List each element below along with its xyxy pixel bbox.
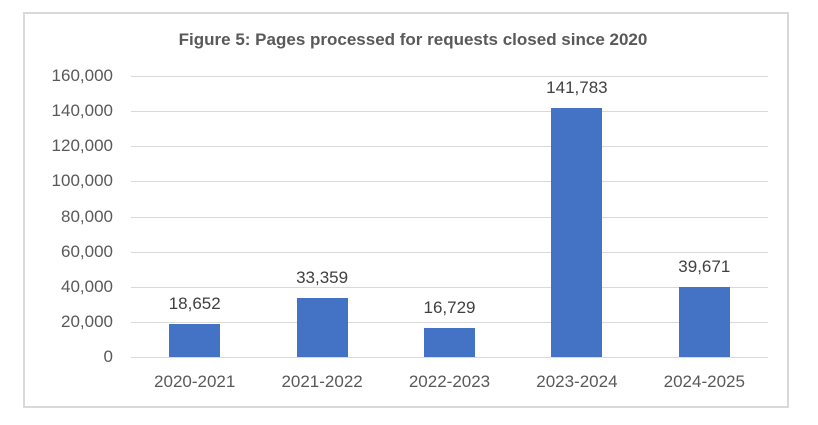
gridline [131,76,768,77]
chart-title: Figure 5: Pages processed for requests c… [178,30,648,49]
data-label: 33,359 [296,268,349,288]
x-tick-label: 2023-2024 [536,372,618,391]
x-tick-label: 2021-2022 [281,372,363,391]
y-tick-label: 40,000 [61,276,113,296]
data-label: 18,652 [168,294,221,314]
y-tick-label: 0 [103,347,113,366]
x-tick-label: 2024-2025 [663,372,745,391]
bar-2022-2023 [424,327,475,357]
gridline [131,181,768,183]
gridline [131,216,768,218]
x-tick-label: 2022-2023 [408,372,491,391]
data-label: 39,671 [678,257,731,277]
gridline [131,321,768,323]
bar-2020-2021 [169,324,221,357]
gridline [131,357,768,358]
y-tick-label: 160,000 [51,66,113,85]
bar-2023-2024 [551,107,603,357]
y-tick-label: 120,000 [51,136,113,156]
y-tick-label: 60,000 [61,241,113,261]
data-label: 141,783 [546,77,608,97]
bar-2021-2022 [296,298,348,357]
chart-frame [23,12,789,408]
y-tick-label: 140,000 [51,101,113,121]
data-label: 16,729 [423,297,476,317]
y-tick-label: 20,000 [61,311,113,331]
gridline [131,251,768,253]
plot-area: 18,652 33,359 16,729 141,783 39,671 [131,76,768,358]
gridline [131,146,768,148]
gridline [131,286,768,288]
bar-2024-2025 [678,287,730,357]
x-tick-label: 2020-2021 [154,372,236,391]
y-tick-label: 100,000 [51,171,113,191]
gridline [131,111,768,113]
y-tick-label: 80,000 [61,206,113,226]
